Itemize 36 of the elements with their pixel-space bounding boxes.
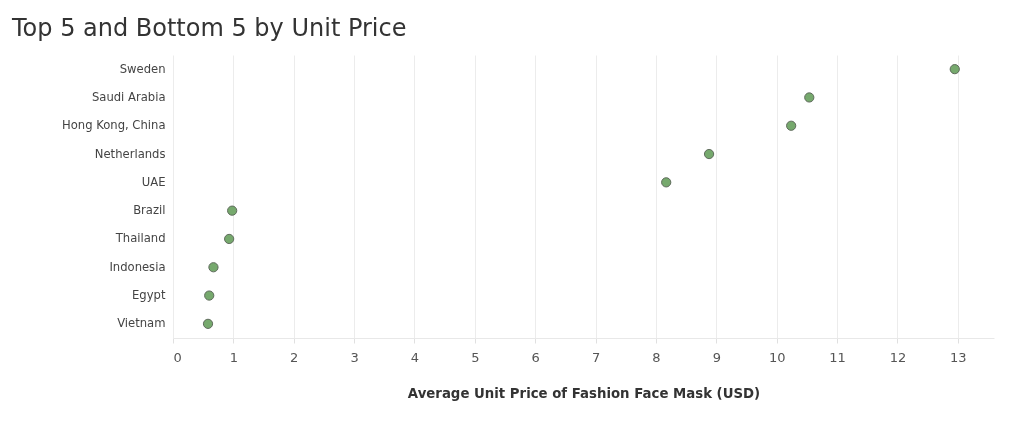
y-tick-label: Netherlands [94,146,166,161]
point [949,64,960,75]
point [804,92,815,103]
x-tick-label: 11 [829,349,846,365]
x-tick-label: 0 [173,349,182,365]
x-tick-label: 5 [471,349,480,365]
x-tick-label: 13 [950,349,967,365]
point [202,318,214,329]
chart-title: Top 5 and Bottom 5 by Unit Price [11,14,407,42]
x-tick-label: 9 [712,349,721,365]
y-tick-label: Brazil [133,203,166,218]
x-tick-label: 10 [768,349,786,365]
point [224,233,235,245]
x-tick-label: 1 [229,349,239,365]
y-tick-label: Vietnam [117,316,166,331]
y-tick-label: Hong Kong, China [61,118,166,133]
x-axis-title: Average Unit Price of Fashion Face Mask (USD) [407,385,761,401]
y-tick-label: UAE [141,174,166,189]
y-tick-label: Thailand [114,231,166,246]
y-tick-label: Sweden [119,61,166,76]
x-tick-label: 4 [410,349,420,365]
point [208,262,219,273]
x-tick-label: 2 [290,349,299,365]
y-tick-label: Indonesia [109,259,166,274]
point [786,120,797,131]
x-tick-label: 7 [591,349,601,365]
point [227,205,238,216]
y-tick-label: Saudi Arabia [91,89,166,104]
x-tick-label: 6 [531,349,540,365]
x-tick-label: 8 [652,349,661,365]
point [703,148,715,160]
x-tick-label: 3 [350,349,359,365]
y-tick-label: Egypt [132,288,166,303]
point [204,290,215,301]
x-tick-label: 12 [889,349,907,365]
point [661,177,672,188]
